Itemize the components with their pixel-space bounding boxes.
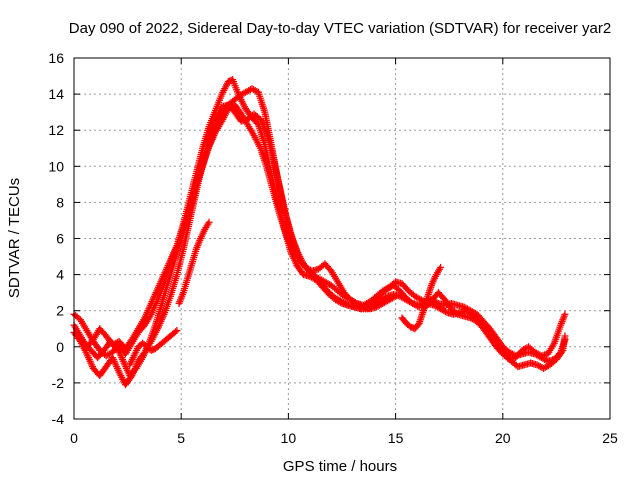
x-tick-label: 20 — [495, 430, 511, 446]
data-point — [205, 218, 213, 226]
axes: 0 5 10 15 20 25 -4 -2 0 2 4 6 8 10 12 14 16 — [48, 50, 618, 446]
x-tick-label: 10 — [281, 430, 297, 446]
data-point — [437, 263, 445, 271]
data-point — [392, 292, 400, 300]
series-track-e — [126, 327, 181, 369]
chart-title: Day 090 of 2022, Sidereal Day-to-day VTE… — [69, 20, 611, 37]
y-tick-label: 6 — [56, 231, 64, 247]
series-track-d — [70, 101, 400, 353]
data-points — [70, 76, 569, 389]
y-axis-label: SDTVAR / TECUs — [6, 178, 23, 298]
x-tick-label: 0 — [70, 430, 78, 446]
y-tick-label: 2 — [56, 303, 64, 319]
data-point — [414, 302, 422, 310]
data-point — [171, 328, 179, 336]
y-tick-label: 0 — [56, 339, 64, 355]
y-tick-label: 14 — [48, 86, 64, 102]
data-point — [441, 308, 449, 316]
data-point — [343, 300, 351, 308]
data-point — [173, 327, 181, 335]
series-track-f — [175, 218, 213, 307]
y-tick-label: 4 — [56, 267, 64, 283]
x-tick-label: 25 — [602, 430, 618, 446]
data-point — [561, 332, 569, 340]
x-tick-label: 15 — [388, 430, 404, 446]
data-point — [558, 348, 566, 356]
data-point — [561, 310, 569, 318]
grid-lines — [74, 58, 610, 419]
y-tick-label: 8 — [56, 194, 64, 210]
x-axis-label: GPS time / hours — [283, 458, 397, 475]
y-tick-label: 12 — [48, 122, 64, 138]
data-point — [390, 293, 398, 301]
y-tick-label: 16 — [48, 50, 64, 66]
y-tick-label: -2 — [52, 375, 65, 391]
y-tick-label: 10 — [48, 158, 64, 174]
y-tick-label: -4 — [52, 411, 65, 427]
data-point — [358, 302, 366, 310]
x-tick-label: 5 — [177, 430, 185, 446]
series-track-g — [398, 263, 445, 333]
